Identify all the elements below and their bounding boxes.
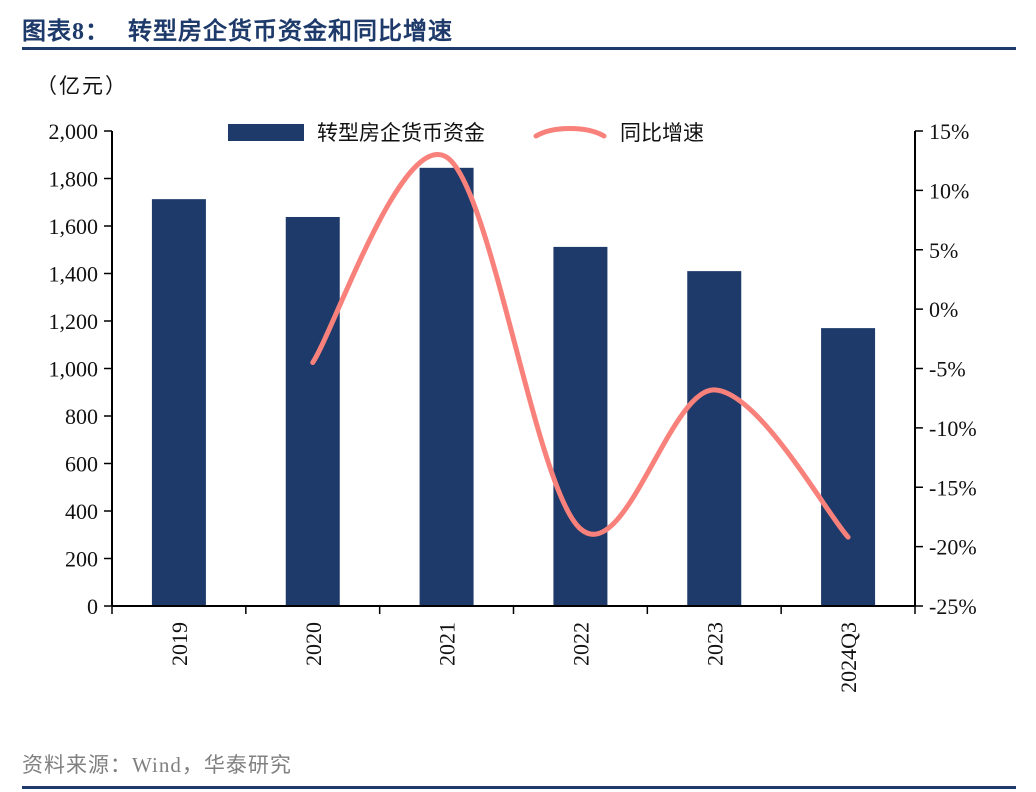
- x-axis-category-label: 2019: [167, 622, 192, 666]
- right-axis-tick-label: -10%: [929, 416, 977, 441]
- bar-2022: [553, 246, 608, 606]
- left-axis-tick-label: 1,800: [49, 167, 99, 192]
- left-axis-tick-label: 400: [65, 499, 98, 524]
- left-axis-tick-label: 2,000: [49, 119, 99, 144]
- left-axis-tick-label: 200: [65, 547, 98, 572]
- left-axis-tick-label: 600: [65, 452, 98, 477]
- bottom-divider: [22, 786, 1016, 789]
- left-axis-tick-label: 1,600: [49, 214, 99, 239]
- left-axis-tick-label: 1,000: [49, 357, 99, 382]
- left-axis-tick-label: 1,200: [49, 309, 99, 334]
- legend: 转型房企货币资金 同比增速: [228, 117, 704, 147]
- bar-series-label: 转型房企货币资金: [317, 121, 485, 145]
- left-axis-unit-label: （亿元）: [36, 74, 128, 98]
- title-divider: [22, 47, 1016, 50]
- x-axis-category-label: 2020: [301, 622, 326, 666]
- right-axis-tick-label: 5%: [929, 238, 958, 263]
- right-axis-tick-label: 15%: [929, 119, 969, 144]
- legend-item-bar-series: 转型房企货币资金: [228, 117, 485, 147]
- chart-title-prefix: 图表8：: [22, 19, 110, 45]
- bar-2020: [285, 216, 340, 606]
- line-series-swatch-stroke: [533, 126, 607, 139]
- right-axis-tick-label: -15%: [929, 475, 977, 500]
- x-axis-category-label: 2023: [702, 622, 727, 666]
- legend-item-line-series: 同比增速: [533, 117, 704, 147]
- bar-2021: [419, 167, 474, 606]
- yoy-growth-line: [310, 152, 851, 540]
- left-axis-tick-label: 0: [87, 594, 98, 619]
- x-axis-category-label: 2021: [435, 622, 460, 666]
- chart-title-text: 转型房企货币资金和同比增速: [128, 19, 453, 45]
- bar-2024Q3: [821, 328, 876, 606]
- right-axis-tick-label: -25%: [929, 594, 977, 619]
- bar-series-swatch: [228, 123, 304, 141]
- bar-2023: [687, 271, 742, 606]
- bar-2019: [151, 199, 206, 606]
- left-axis-tick-label: 1,400: [49, 262, 99, 287]
- line-series-label: 同比增速: [620, 121, 704, 145]
- x-axis-category-label: 2022: [568, 622, 593, 666]
- chart-title: 图表8： 转型房企货币资金和同比增速: [22, 11, 453, 46]
- right-axis-tick-label: -5%: [929, 357, 966, 382]
- left-axis-tick-label: 800: [65, 404, 98, 429]
- x-axis-category-label: 2024Q3: [836, 622, 861, 693]
- source-note: 资料来源：Wind，华泰研究: [22, 753, 292, 777]
- right-axis-tick-label: -20%: [929, 535, 977, 560]
- right-axis-tick-label: 0%: [929, 297, 958, 322]
- line-series-swatch: [533, 126, 607, 139]
- right-axis-tick-label: 10%: [929, 178, 969, 203]
